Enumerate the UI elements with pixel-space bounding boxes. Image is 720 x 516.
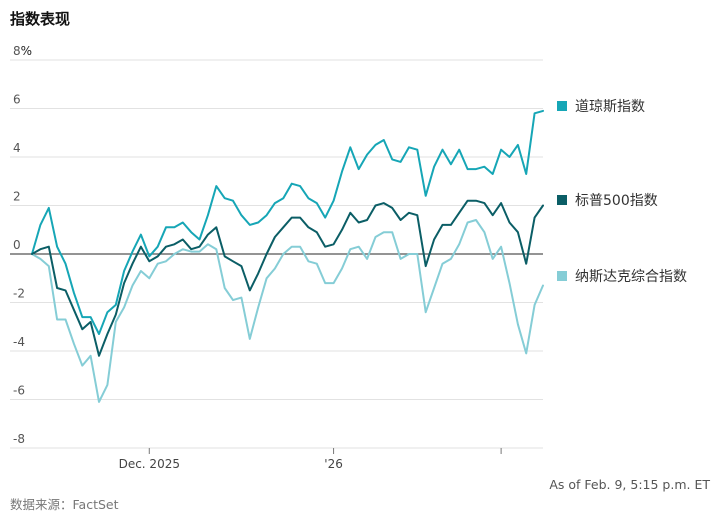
y-tick-label: -2 xyxy=(13,287,25,301)
legend-item-nasdaq: 纳斯达克综合指数 xyxy=(557,266,687,286)
y-tick-label: -4 xyxy=(13,335,25,349)
dow-line xyxy=(31,109,544,335)
legend-label-nasdaq: 纳斯达克综合指数 xyxy=(575,269,687,285)
as-of-timestamp: As of Feb. 9, 5:15 p.m. ET xyxy=(549,477,710,492)
chart-title: 指数表现 xyxy=(10,10,71,28)
source-note: 数据来源：FactSet xyxy=(10,497,119,512)
legend-swatch-sp500 xyxy=(557,195,567,205)
y-tick-label: 8% xyxy=(13,44,32,58)
legend-label-dow: 道琼斯指数 xyxy=(575,99,645,115)
legend-swatch-nasdaq xyxy=(557,271,567,281)
y-tick-label: 2 xyxy=(13,190,21,204)
nasdaq-line xyxy=(31,219,544,403)
legend-item-dow: 道琼斯指数 xyxy=(557,96,645,116)
y-axis-ticks: 8% 6 4 2 0 -2 -4 -6 -8 xyxy=(13,44,32,446)
x-tick-label: '26 xyxy=(324,457,343,471)
gridlines xyxy=(10,59,543,449)
x-tick-label: Dec. 2025 xyxy=(119,457,180,471)
series-lines xyxy=(31,109,544,403)
y-tick-label: 4 xyxy=(13,141,21,155)
y-tick-label: 0 xyxy=(13,238,21,252)
y-tick-label: -6 xyxy=(13,384,25,398)
legend-swatch-dow xyxy=(557,101,567,111)
y-unit-label: % xyxy=(21,44,32,58)
legend-item-sp500: 标普500指数 xyxy=(557,190,658,210)
y-tick-label: 6 xyxy=(13,93,21,107)
x-axis-ticks: Dec. 2025 '26 xyxy=(119,448,502,471)
legend-label-sp500: 标普500指数 xyxy=(575,193,658,209)
y-tick-label: -8 xyxy=(13,432,25,446)
sp500-line xyxy=(31,199,544,357)
